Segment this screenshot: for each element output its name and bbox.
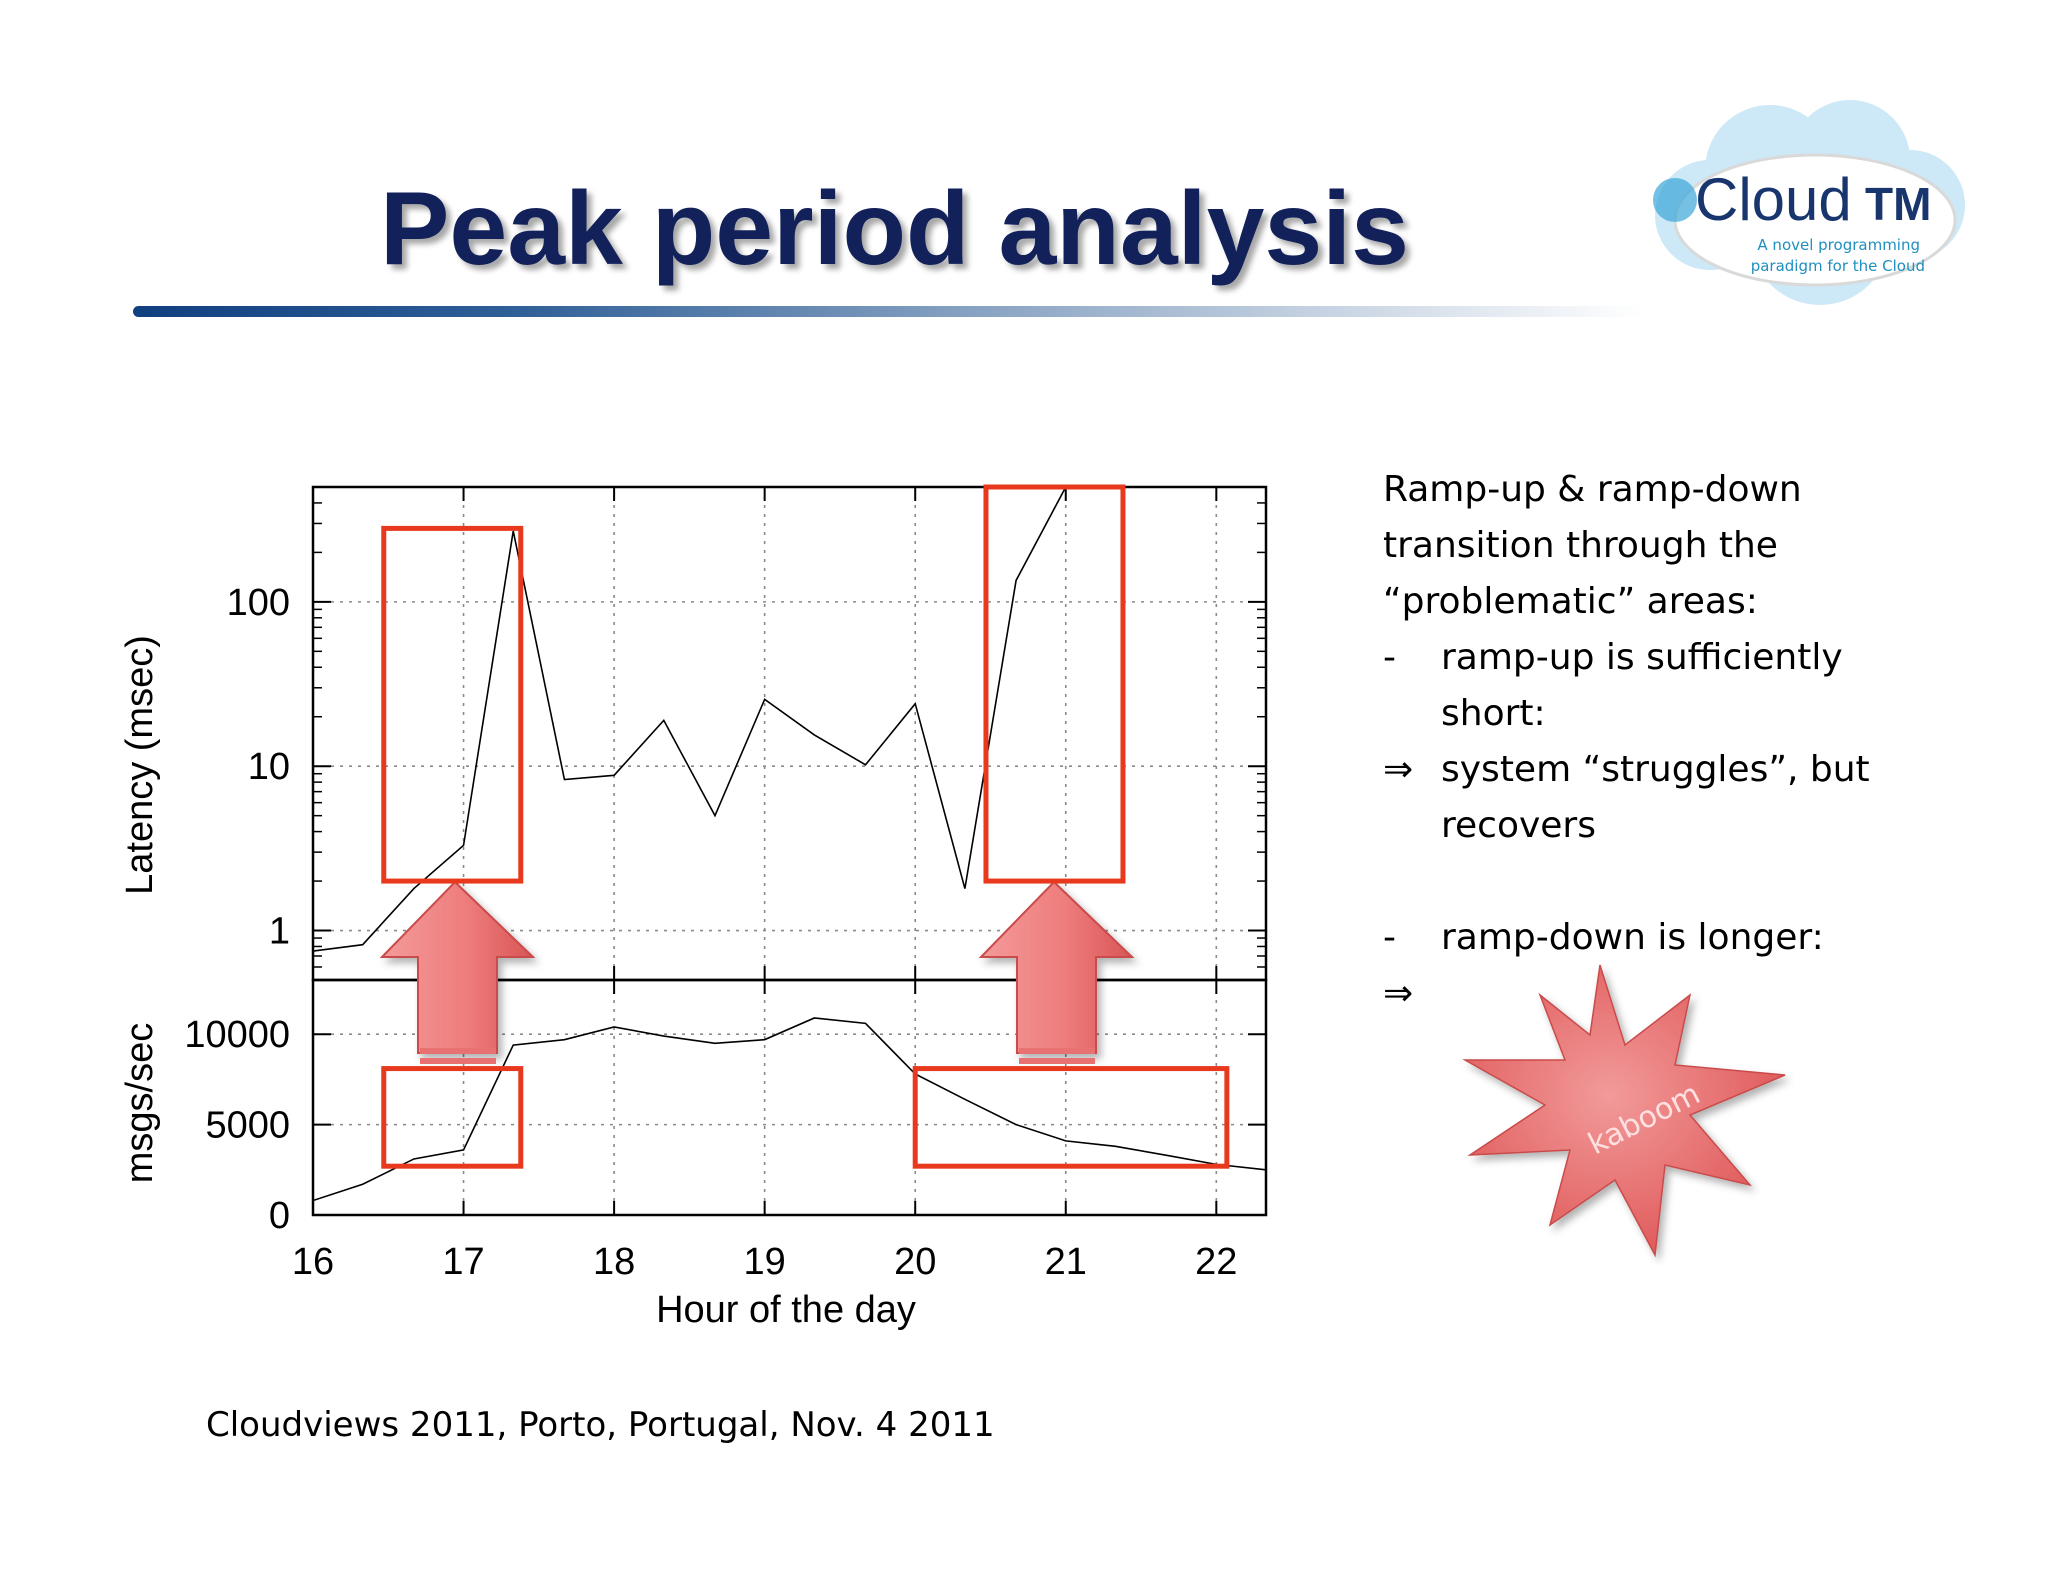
notes-panel: Ramp-up & ramp-down transition through th…: [1383, 462, 2013, 1014]
note-line: recovers: [1383, 798, 2013, 854]
note-mark: ⇒: [1383, 973, 1414, 1014]
highlight-box-bottom: [381, 1066, 524, 1169]
note-text: recovers: [1441, 805, 1596, 846]
note-mark: -: [1383, 637, 1396, 678]
note-line: - ramp-up is sufficiently: [1383, 630, 2013, 686]
note-line: short:: [1383, 686, 2013, 742]
up-arrow-left: [379, 880, 536, 1054]
note-line: - ramp-down is longer:: [1383, 910, 2013, 966]
x-axis-label: Hour of the day: [656, 1289, 916, 1331]
note-text: short:: [1441, 693, 1546, 734]
slide-footer: Cloudviews 2011, Porto, Portugal, Nov. 4…: [206, 1405, 995, 1445]
highlight-box-top: [381, 525, 524, 884]
x-tick-label: 22: [1195, 1241, 1237, 1283]
x-tick-label: 17: [442, 1241, 484, 1283]
logo-tagline-2: paradigm for the Cloud: [1751, 257, 1925, 275]
highlight-box-bottom: [912, 1066, 1230, 1169]
x-tick-label: 19: [744, 1241, 786, 1283]
bottom-y-tick-label: 5000: [205, 1105, 290, 1147]
logo-cloud-shape: [1653, 100, 1965, 305]
x-tick-label: 16: [292, 1241, 334, 1283]
x-tick-label: 20: [894, 1241, 936, 1283]
note-mark: -: [1383, 917, 1396, 958]
arrow-base-left-2: [420, 1058, 496, 1064]
note-text: system “struggles”, but: [1441, 749, 1870, 790]
note-mark: ⇒: [1383, 749, 1414, 790]
x-tick-label: 21: [1045, 1241, 1087, 1283]
top-y-tick-label: 10: [248, 746, 290, 788]
top-y-tick-label: 100: [227, 582, 290, 624]
bottom-y-axis-label: msgs/sec: [119, 1023, 161, 1183]
starburst-icon: kaboom: [1462, 964, 1786, 1258]
note-line: Ramp-up & ramp-down: [1383, 462, 2013, 518]
top-y-tick-label: 1: [269, 911, 290, 953]
note-spacer: [1383, 854, 2013, 910]
arrow-base-right-2: [1019, 1058, 1095, 1064]
logo-name: Cloud: [1695, 166, 1852, 233]
starburst-shape: [1462, 964, 1786, 1258]
throughput-series-line: [313, 1017, 1266, 1202]
note-line: “problematic” areas:: [1383, 574, 2013, 630]
note-text: transition through the: [1383, 525, 1778, 566]
note-line: transition through the: [1383, 518, 2013, 574]
bottom-y-tick-label: 10000: [184, 1014, 290, 1056]
note-text: ramp-down is longer:: [1441, 917, 1824, 958]
latency-series-line: [313, 487, 1067, 952]
note-text: ramp-up is sufficiently: [1441, 637, 1843, 678]
bottom-y-tick-label: 0: [269, 1195, 290, 1237]
note-text: “problematic” areas:: [1383, 581, 1758, 622]
logo-name-suffix: TM: [1865, 178, 1931, 230]
top-y-axis-label: Latency (msec): [119, 635, 161, 895]
arrow-base-left: [420, 1048, 496, 1054]
up-arrow-right: [978, 880, 1135, 1054]
bottom-panel-frame: [311, 978, 1268, 1217]
arrow-base-right: [1019, 1048, 1095, 1054]
title-underline: [133, 306, 1643, 317]
cloud-logo-icon: Cloud TM A novel programming paradigm fo…: [1653, 100, 1965, 305]
slide-title: Peak period analysis: [380, 171, 1409, 287]
note-line: ⇒ system “struggles”, but: [1383, 742, 2013, 798]
note-text: Ramp-up & ramp-down: [1383, 469, 1802, 510]
logo-tagline-1: A novel programming: [1757, 236, 1920, 254]
highlight-box-top: [983, 484, 1126, 884]
x-tick-label: 18: [593, 1241, 635, 1283]
